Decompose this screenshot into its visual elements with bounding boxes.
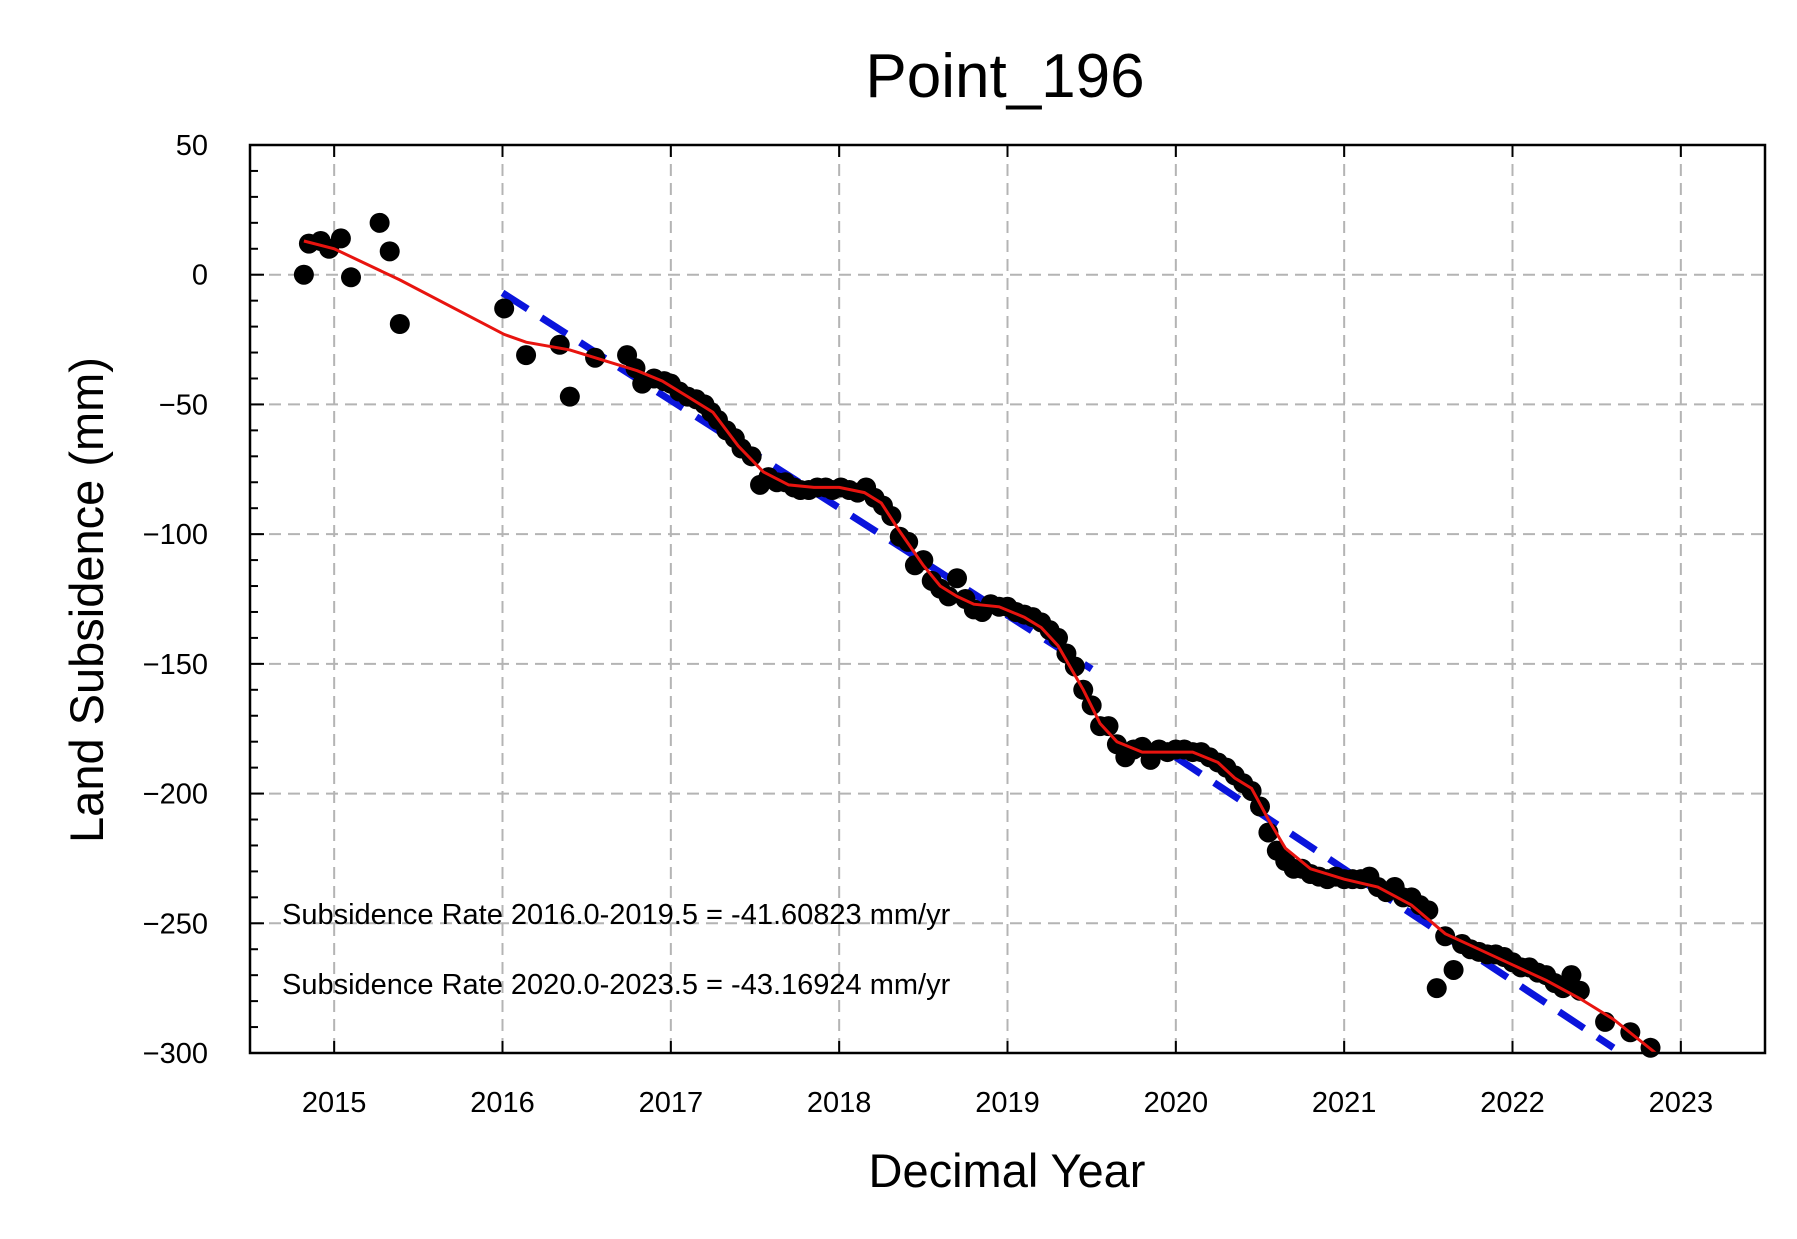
y-tick-label: −300 <box>143 1038 208 1070</box>
x-tick-label: 2023 <box>1649 1087 1714 1119</box>
x-tick-labels: 2015 2016 2017 2018 2019 2020 2021 2022 2023 <box>302 1087 1713 1119</box>
y-tick-label: −50 <box>159 389 208 421</box>
data-point <box>330 228 351 249</box>
data-point <box>549 334 570 355</box>
data-point <box>516 345 537 366</box>
data-point <box>947 568 967 589</box>
y-tick-label: 50 <box>176 130 208 162</box>
data-point <box>379 241 400 262</box>
data-points <box>293 212 1661 1058</box>
x-tick-label: 2018 <box>807 1087 872 1119</box>
data-point <box>1426 978 1447 999</box>
annotation-rate-2020-2023: Subsidence Rate 2020.0-2023.5 = -43.1692… <box>282 969 951 1001</box>
x-tick-label: 2019 <box>975 1087 1040 1119</box>
data-point <box>341 267 361 288</box>
data-point <box>741 446 762 467</box>
x-tick-label: 2015 <box>302 1087 367 1119</box>
data-point <box>1098 716 1119 737</box>
x-tick-label: 2022 <box>1480 1087 1545 1119</box>
data-point <box>559 386 580 407</box>
data-point <box>369 212 390 233</box>
trend-line <box>1173 754 1616 1051</box>
y-tick-label: 0 <box>192 260 208 292</box>
y-tick-label: −150 <box>143 649 208 681</box>
data-point <box>494 298 515 319</box>
x-tick-label: 2016 <box>470 1087 535 1119</box>
y-tick-label: −200 <box>143 779 208 811</box>
smooth-fit-line <box>303 239 1657 1055</box>
x-tick-label: 2021 <box>1312 1087 1377 1119</box>
x-tick-label: 2017 <box>639 1087 704 1119</box>
data-point <box>389 314 410 335</box>
annotation-rate-2016-2019: Subsidence Rate 2016.0-2019.5 = -41.6082… <box>282 899 951 931</box>
x-axis-title: Decimal Year <box>869 1144 1146 1197</box>
data-point <box>1561 965 1582 986</box>
axis-ticks <box>250 144 1682 1054</box>
data-point <box>938 586 959 607</box>
y-tick-label: −250 <box>143 908 208 940</box>
y-tick-label: −100 <box>143 519 208 551</box>
data-point <box>293 264 314 285</box>
y-axis-title: Land Subsidence (mm) <box>60 357 113 843</box>
chart-title: Point_196 <box>865 42 1144 111</box>
data-point <box>1048 627 1068 648</box>
y-tick-labels: 50 0 −50 −100 −150 −200 −250 −300 <box>143 130 208 1070</box>
data-point <box>1418 900 1439 921</box>
data-point <box>1064 656 1085 677</box>
grid-lines <box>250 145 1765 1053</box>
data-point <box>1443 959 1464 980</box>
data-point <box>913 550 934 571</box>
x-tick-label: 2020 <box>1144 1087 1209 1119</box>
smooth-fit-polyline <box>303 239 1657 1055</box>
